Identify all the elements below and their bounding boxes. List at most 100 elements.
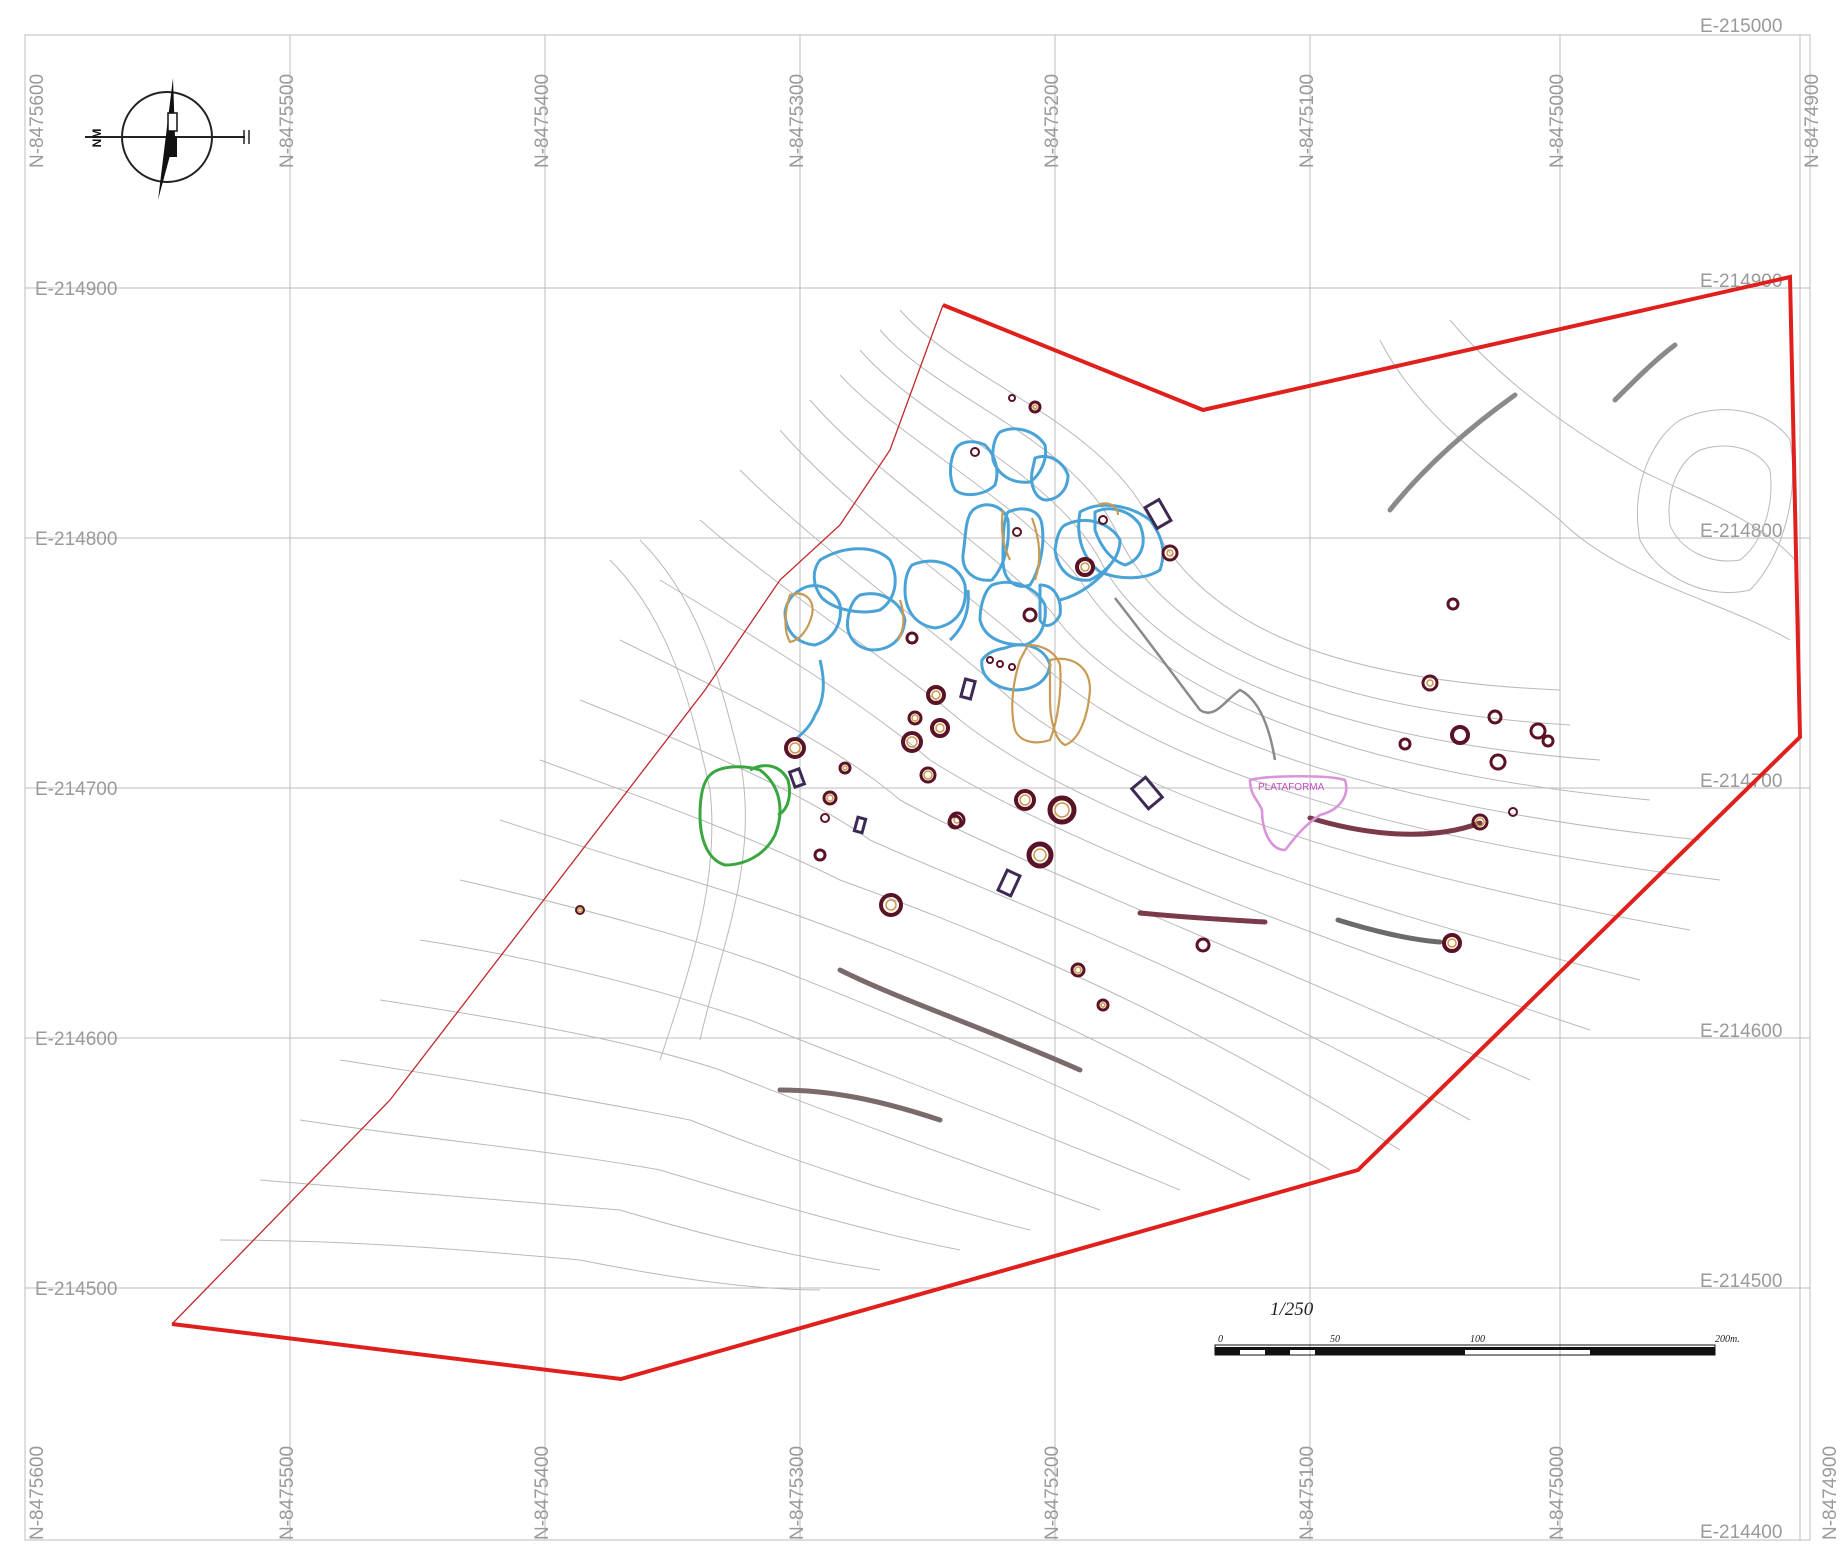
contour-line — [379, 999, 1101, 1211]
northing-label: N-8475600 — [27, 1446, 48, 1540]
contour-line — [539, 759, 1401, 1151]
north-arrow-needle-icon — [158, 78, 175, 200]
northing-label: N-8474900 — [1820, 1446, 1841, 1540]
northing-labels-top: N-8475600 N-8475500 N-8475400 N-8475300 … — [27, 74, 1823, 168]
enclosure-outline — [812, 547, 897, 614]
north-arrow-label: NM — [90, 129, 104, 148]
terrace-wall — [837, 967, 1083, 1073]
contour-line — [459, 879, 1251, 1181]
circle-structure — [901, 731, 923, 753]
contour-line — [299, 1119, 961, 1251]
scale-tick-label: 200m. — [1715, 1334, 1740, 1345]
circle-structure — [1047, 795, 1077, 825]
contour-line — [219, 1239, 821, 1291]
contour-line — [419, 939, 1181, 1191]
circle-structure — [575, 905, 585, 915]
scale-bar-segment — [1340, 1350, 1465, 1355]
enclosure-outline — [991, 427, 1048, 484]
northing-label: N-8475200 — [1042, 74, 1063, 168]
enclosure-outline — [903, 559, 967, 630]
easting-label: E-214600 — [35, 1029, 117, 1050]
easting-label: E-214700 — [35, 779, 117, 800]
enclosure-wall — [1059, 564, 1112, 602]
circle-structure — [1008, 394, 1016, 402]
circle-structure — [1529, 722, 1547, 740]
circle-structure — [1446, 597, 1460, 611]
circle-structure — [1421, 674, 1439, 692]
enclosure-wall — [1030, 517, 1041, 581]
terrace-wall — [1137, 910, 1268, 925]
scale-tick-label: 0 — [1218, 1334, 1223, 1345]
contour-line — [579, 699, 1471, 1121]
circle-structure — [970, 447, 980, 457]
contour-line — [1449, 319, 1796, 561]
circle-structure — [820, 813, 830, 823]
northing-label: N-8475200 — [1042, 1446, 1063, 1540]
circle-structure — [1541, 734, 1555, 748]
circle-structure — [907, 710, 923, 726]
green-enclosures — [698, 764, 792, 867]
easting-label: E-214500 — [1700, 1271, 1782, 1292]
northing-label: N-8475400 — [532, 1446, 553, 1540]
contour-line — [659, 579, 1591, 1031]
terrace-wall — [1387, 392, 1518, 513]
enclosure-outline — [1011, 643, 1062, 744]
scale-ratio: 1/250 — [1270, 1299, 1314, 1320]
contour-lines — [219, 309, 1796, 1291]
easting-label: E-214700 — [1700, 771, 1782, 792]
easting-label: E-214800 — [1700, 521, 1782, 542]
circle-structure — [1028, 400, 1042, 414]
enclosure-wall — [948, 589, 970, 642]
terraces — [777, 342, 1678, 1123]
easting-label: E-214900 — [1700, 271, 1782, 292]
northing-label: N-8475400 — [532, 74, 553, 168]
scale-tick-label: 50 — [1330, 1334, 1340, 1345]
contour-line — [499, 819, 1331, 1171]
circle-structure — [1096, 998, 1110, 1012]
circle-structure — [1012, 527, 1022, 537]
enclosure-outline — [698, 765, 782, 867]
contour-line — [639, 539, 746, 1041]
contour-line — [1636, 409, 1794, 594]
circle-structure — [784, 737, 806, 759]
scale-bar-segment — [1265, 1350, 1290, 1355]
rect-structure — [1129, 775, 1165, 811]
northing-label: N-8475600 — [27, 74, 48, 168]
enclosure-outline — [784, 592, 814, 644]
contour-line — [899, 309, 1561, 691]
enclosure-wall — [793, 659, 825, 742]
easting-label: E-214500 — [35, 1279, 117, 1300]
easting-label: E-214800 — [35, 529, 117, 550]
circle-structure — [822, 790, 838, 806]
circle-structure — [930, 718, 950, 738]
northing-label: N-8475100 — [1297, 1446, 1318, 1540]
circle-structure — [1195, 937, 1211, 953]
circle-structure — [1008, 663, 1016, 671]
circle-structure — [1450, 725, 1470, 745]
easting-label: E-214400 — [1700, 1522, 1782, 1543]
easting-labels-right: E-215000 E-214900 E-214800 E-214700 E-21… — [1700, 16, 1782, 1543]
circle-structure — [813, 848, 827, 862]
northing-label: N-8475000 — [1547, 1446, 1568, 1540]
rect-structure — [787, 766, 807, 790]
scale-bar: 1/250 0 50 100 200m. — [1214, 1299, 1740, 1356]
northing-label: N-8475100 — [1297, 74, 1318, 168]
contour-line — [1668, 445, 1772, 562]
easting-label: E-215000 — [1700, 16, 1782, 37]
circle-structure — [1022, 607, 1038, 623]
rect-structure — [1143, 497, 1173, 531]
northing-label: N-8475300 — [787, 1446, 808, 1540]
circle-structure — [996, 660, 1004, 668]
platform-label: PLATAFORMA — [1258, 782, 1325, 793]
enclosure-outline — [1038, 583, 1062, 627]
northing-label: N-8475500 — [277, 1446, 298, 1540]
north-arrow: NM — [85, 78, 250, 200]
enclosure-wall — [749, 764, 792, 817]
terrace-wall — [777, 1087, 943, 1123]
northing-label: N-8475300 — [787, 74, 808, 168]
access-path — [1114, 597, 1277, 761]
contour-line — [339, 1059, 1031, 1231]
circle-structure — [1398, 737, 1412, 751]
circle-structure — [1075, 557, 1095, 577]
contour-line — [809, 399, 1701, 841]
